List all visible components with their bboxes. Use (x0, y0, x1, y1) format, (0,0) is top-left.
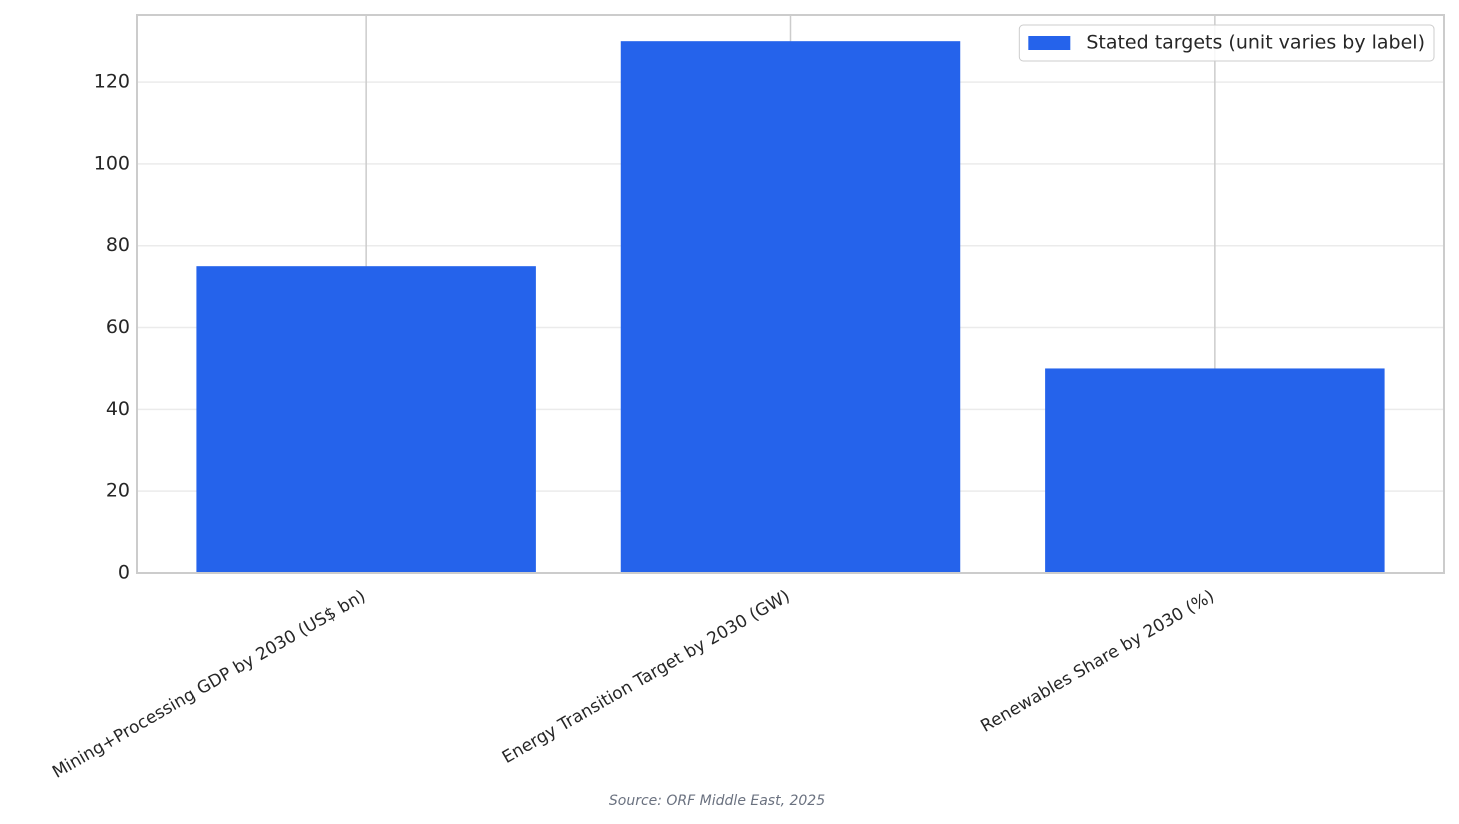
plot-frame (136, 14, 1445, 574)
y-tick-label: 60 (106, 316, 130, 338)
bar (620, 41, 961, 573)
y-tick-label: 80 (106, 234, 130, 256)
legend-label: Stated targets (unit varies by label) (1086, 32, 1425, 54)
x-tick-label: Energy Transition Target by 2030 (GW) (499, 586, 794, 768)
bar (1045, 368, 1385, 573)
y-tick-label: 20 (106, 480, 130, 502)
y-tick-label: 0 (118, 562, 130, 584)
legend: Stated targets (unit varies by label) (1018, 24, 1435, 62)
source: Source: ORF Middle East, 2025 (609, 793, 825, 809)
x-tick-label: Mining+Processing GDP by 2030 (US$ bn) (49, 586, 369, 782)
bar (196, 266, 536, 573)
legend-box (1018, 24, 1435, 62)
y-tick-label: 40 (106, 398, 130, 420)
legend-swatch (1028, 36, 1071, 50)
x-tick-label: Renewables Share by 2030 (%) (977, 586, 1217, 736)
y-tick-label: 120 (94, 71, 130, 93)
y-tick-label: 100 (94, 152, 130, 174)
